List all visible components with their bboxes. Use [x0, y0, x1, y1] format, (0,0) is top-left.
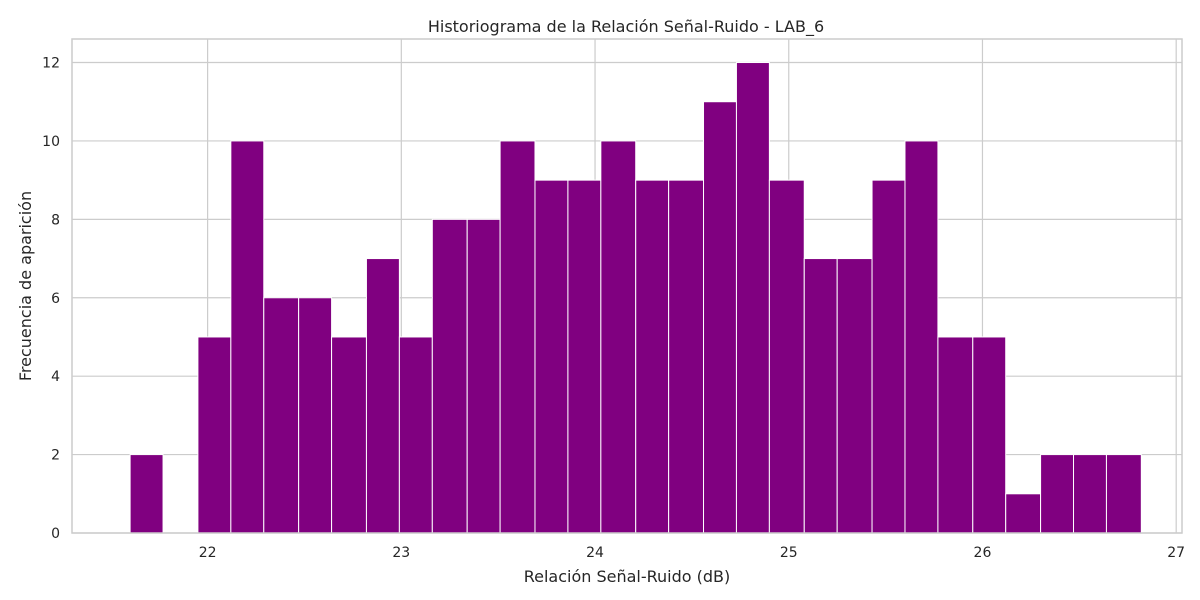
histogram-bar: [567, 179, 602, 534]
histogram-bar: [398, 336, 433, 534]
histogram-bar: [1040, 454, 1075, 534]
histogram-bar: [129, 454, 164, 534]
x-tick-label: 22: [199, 545, 217, 561]
histogram-bar: [803, 258, 838, 534]
histogram-bar: [1105, 454, 1142, 534]
histogram-bar: [768, 179, 805, 534]
histogram-bar: [635, 179, 670, 534]
histogram-bar: [1005, 493, 1042, 534]
histogram-bar: [331, 336, 367, 534]
y-tick-label: 6: [51, 291, 60, 307]
bars-group: [129, 62, 1142, 534]
histogram-bar: [735, 62, 770, 534]
x-tick-label: 26: [974, 545, 992, 561]
histogram-bar: [365, 258, 400, 534]
y-tick-label: 4: [51, 369, 60, 385]
x-tick-label: 25: [780, 545, 798, 561]
plot-frame: [71, 38, 1183, 534]
histogram-bar: [1073, 454, 1107, 534]
histogram-bar: [197, 336, 232, 534]
x-tick-label: 24: [586, 545, 604, 561]
histogram-bar: [499, 140, 536, 534]
histogram-bar: [600, 140, 637, 534]
histogram-bar: [904, 140, 939, 534]
histogram-bar: [668, 179, 705, 534]
y-tick-label: 2: [51, 448, 60, 464]
x-tick-label: 23: [392, 545, 410, 561]
histogram-bar: [298, 297, 333, 534]
y-tick-label: 0: [51, 526, 60, 542]
histogram-bar: [230, 140, 265, 534]
x-axis-label: Relación Señal-Ruido (dB): [524, 567, 731, 586]
histogram-bar: [431, 218, 468, 534]
histogram-bar: [836, 258, 873, 534]
y-tick-label: 8: [51, 212, 60, 228]
y-tick-label: 10: [42, 134, 60, 150]
histogram-bar: [466, 218, 501, 534]
histogram-bar: [263, 297, 300, 534]
histogram-bar: [703, 101, 737, 534]
x-tick-labels: 22 23 24 25 26 27: [199, 545, 1185, 561]
chart-title: Historiograma de la Relación Señal-Ruido…: [428, 17, 824, 37]
y-tick-labels: 0 2 4 6 8 10 12: [42, 56, 60, 542]
y-tick-label: 12: [42, 56, 60, 72]
histogram-bar: [972, 336, 1007, 534]
histogram-bar: [871, 179, 906, 534]
histogram-bar: [937, 336, 974, 534]
histogram-bar: [534, 179, 569, 534]
y-axis-label: Frecuencia de aparición: [16, 191, 35, 381]
x-tick-label: 27: [1167, 545, 1185, 561]
